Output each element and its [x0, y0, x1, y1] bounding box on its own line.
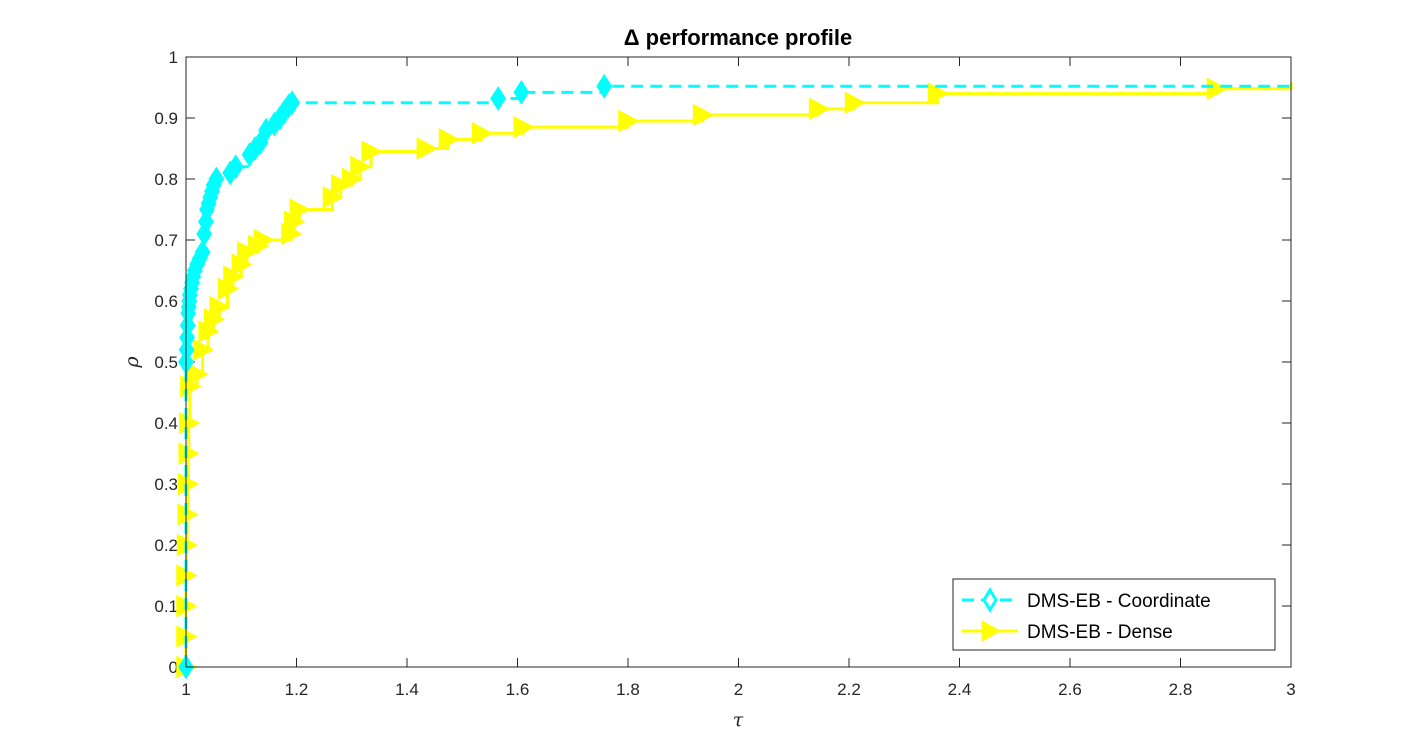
- data-point-dense: [1206, 77, 1229, 100]
- data-point-dense: [187, 362, 209, 386]
- x-axis-ticks: 1 1.2 1.4 1.6 1.8 2 2.2 2.4 2.6 2.8 3: [181, 57, 1296, 699]
- data-point-dense: [438, 128, 461, 151]
- y-tick-label: 0.2: [154, 536, 178, 555]
- data-point-dense: [177, 503, 199, 526]
- x-tick-label: 2: [734, 680, 743, 699]
- data-point-dense: [361, 140, 383, 163]
- y-tick-label: 0.6: [154, 292, 178, 311]
- y-tick-label: 0.3: [154, 475, 178, 494]
- x-tick-label: 1: [181, 680, 190, 699]
- y-tick-label: 0.4: [154, 414, 178, 433]
- x-tick-label: 1.8: [616, 680, 640, 699]
- data-point-dense: [808, 97, 831, 121]
- data-point-dense: [237, 240, 259, 264]
- data-point-coordinate: [194, 239, 211, 265]
- x-tick-label: 1.6: [506, 680, 530, 699]
- y-axis-label: ρ: [121, 356, 143, 369]
- data-point-coordinate: [490, 86, 507, 111]
- y-tick-label: 0: [169, 658, 178, 677]
- data-point-dense: [350, 155, 372, 179]
- data-point-dense: [618, 109, 640, 133]
- legend-dense-marker: [981, 620, 1002, 642]
- y-tick-label: 0.9: [154, 109, 178, 128]
- x-tick-label: 1.4: [395, 680, 419, 699]
- x-axis-label: τ: [733, 709, 744, 731]
- data-point-coordinate: [284, 90, 300, 116]
- x-tick-label: 1.2: [285, 680, 309, 699]
- data-point-coordinate: [596, 73, 613, 99]
- plot-frame: [185, 56, 1292, 668]
- data-point-coordinate: [227, 154, 244, 180]
- data-point-dense: [927, 82, 950, 105]
- data-point-dense: [330, 173, 353, 197]
- series-layer: [176, 73, 1293, 680]
- legend-coordinate-marker: [982, 587, 998, 613]
- y-tick-label: 0.8: [154, 170, 178, 189]
- data-point-dense: [692, 103, 715, 127]
- x-tick-label: 2.8: [1169, 680, 1193, 699]
- y-tick-label: 0.5: [154, 353, 178, 372]
- x-tick-label: 2.6: [1058, 680, 1082, 699]
- data-point-dense: [253, 228, 275, 252]
- y-tick-label: 0.7: [154, 231, 178, 250]
- chart-title: Δ performance profile: [624, 25, 853, 50]
- data-point-dense: [177, 472, 200, 496]
- y-tick-label: 1: [169, 48, 178, 67]
- y-tick-label: 0.1: [154, 597, 178, 616]
- data-point-coordinate: [208, 166, 225, 192]
- legend-dense-label: DMS-EB - Dense: [1027, 622, 1173, 643]
- data-point-dense: [289, 198, 311, 221]
- data-point-dense: [471, 122, 494, 145]
- legend: DMS-EB - Coordinate DMS-EB - Dense: [952, 578, 1276, 651]
- x-tick-label: 3: [1286, 680, 1295, 699]
- y-axis-ticks: 0 0.1 0.2 0.3 0.4 0.5 0.6 0.7 0.8 0.9 1: [154, 48, 1291, 677]
- legend-box: [952, 578, 1276, 651]
- data-point-dense: [416, 137, 438, 160]
- data-point-coordinate: [513, 79, 530, 105]
- legend-coordinate-label: DMS-EB - Coordinate: [1027, 591, 1211, 612]
- data-point-dense: [178, 442, 200, 465]
- x-tick-label: 2.2: [837, 680, 861, 699]
- plot-area: [186, 57, 1291, 667]
- data-point-dense: [844, 91, 867, 114]
- data-point-dense: [209, 295, 231, 319]
- x-tick-label: 2.4: [948, 680, 972, 699]
- data-point-dense: [513, 115, 535, 139]
